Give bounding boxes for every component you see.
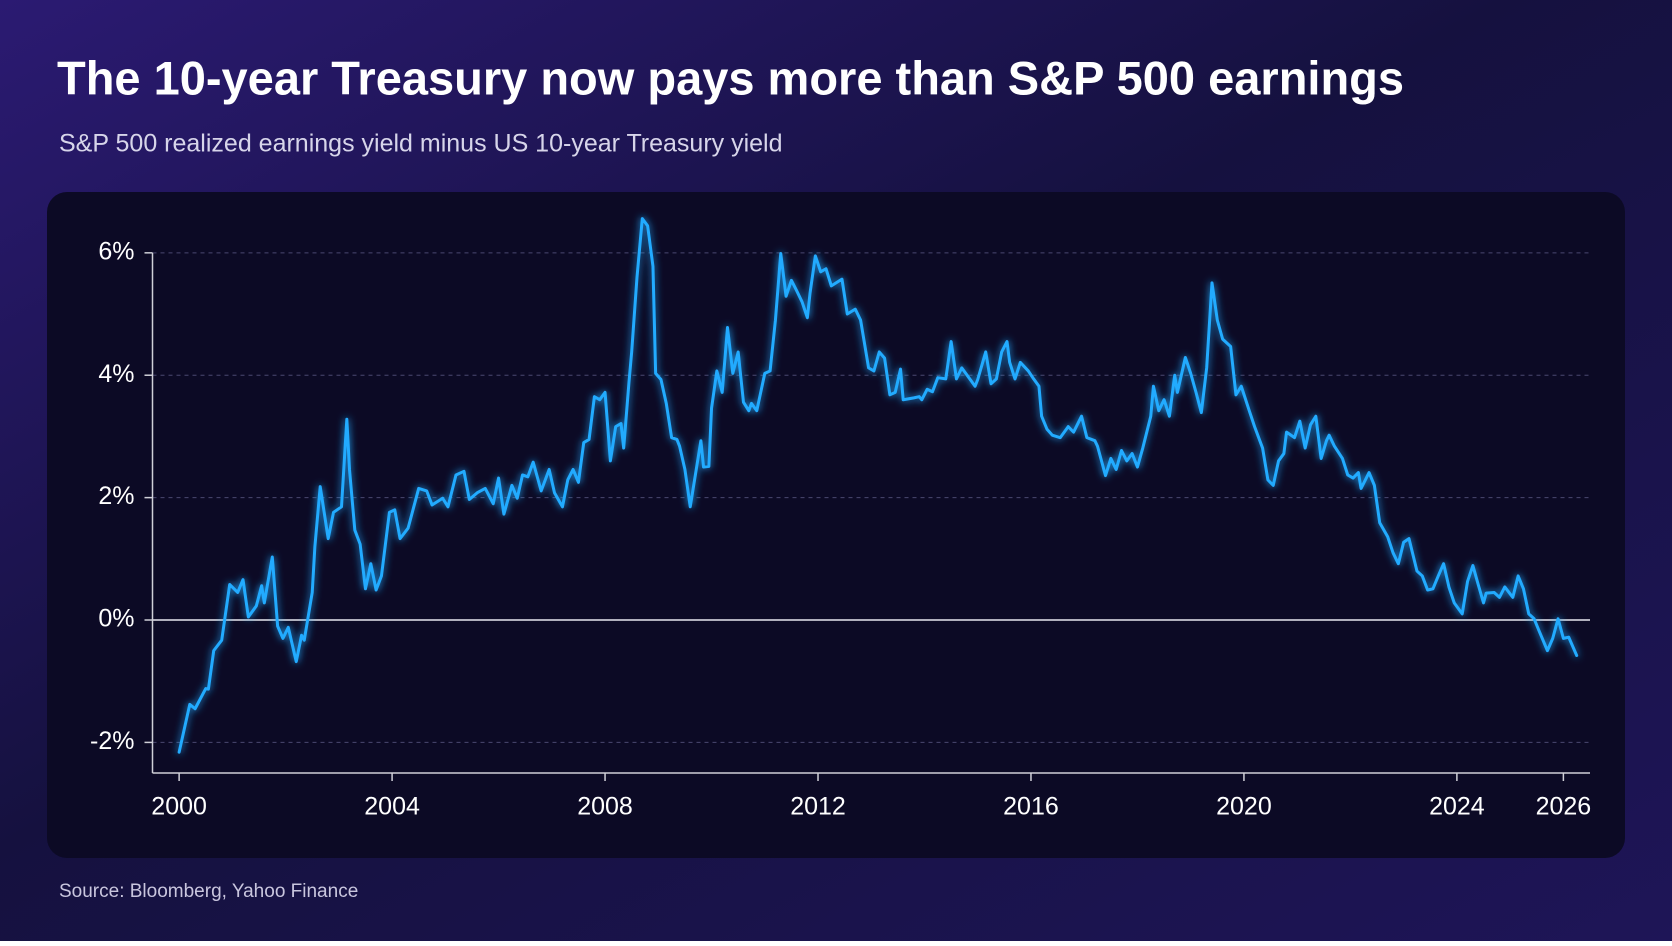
x-tick-label: 2000 <box>151 793 207 821</box>
y-tick-label: -2% <box>90 727 134 755</box>
x-tick-label: 2004 <box>364 793 420 821</box>
x-tick-label: 2026 <box>1536 793 1592 821</box>
plot-area: -2% 0% 2% 4% 6% 2000 2004 2008 2012 2016 2020 2024 2… <box>90 217 1592 821</box>
chart-title: The 10-year Treasury now pays more than … <box>57 51 1404 104</box>
x-tick-label: 2012 <box>790 793 846 821</box>
x-tick-label: 2024 <box>1429 793 1485 821</box>
y-tick-label: 2% <box>98 482 134 510</box>
data-line <box>177 217 1579 754</box>
x-tick-label: 2008 <box>577 793 633 821</box>
y-tick-label: 4% <box>98 360 134 388</box>
x-tick-label: 2020 <box>1216 793 1272 821</box>
y-tick-label: 6% <box>98 237 134 265</box>
chart-subtitle: S&P 500 realized earnings yield minus US… <box>59 130 783 158</box>
source-note: Source: Bloomberg, Yahoo Finance <box>59 881 358 902</box>
x-tick-label: 2016 <box>1003 793 1059 821</box>
y-tick-label: 0% <box>98 605 134 633</box>
plot-card <box>47 192 1625 858</box>
